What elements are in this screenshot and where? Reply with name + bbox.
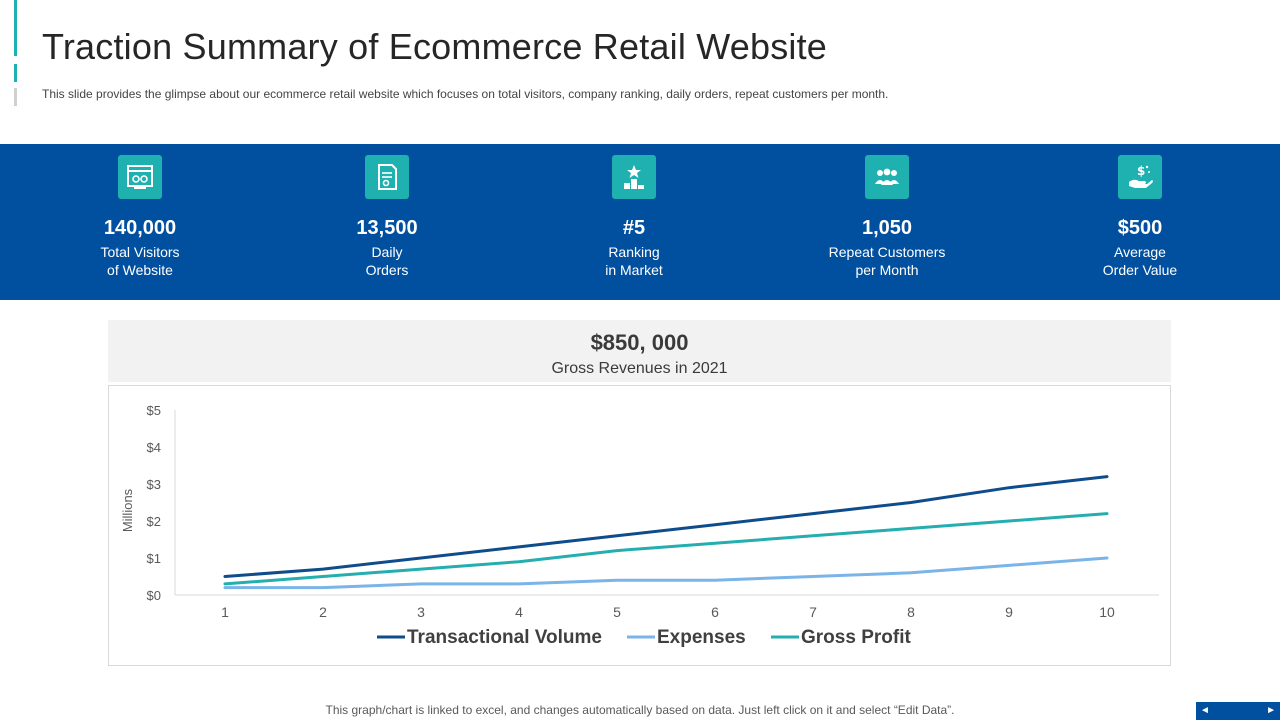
prev-slide-button[interactable]: ◄ xyxy=(1200,705,1210,716)
kpi-daily-orders: 13,500 Daily Orders xyxy=(287,144,487,300)
x-tick-label: 4 xyxy=(515,604,523,620)
y-tick-label: $4 xyxy=(147,440,161,455)
kpi-value: 140,000 xyxy=(103,217,177,239)
kpi-value: #5 xyxy=(622,217,646,239)
kpi-value: 1,050 xyxy=(861,217,913,239)
accent-bar-teal-top xyxy=(14,0,17,56)
x-tick-label: 10 xyxy=(1099,604,1115,620)
series-line-transactional-volume xyxy=(223,475,1109,578)
kpi-value: $500 xyxy=(1117,217,1163,239)
kpi-total-visitors: 140,000 Total Visitors of Website xyxy=(40,144,240,300)
gross-revenue-value: $850, 000 xyxy=(590,330,689,355)
order-receipt-icon xyxy=(365,155,409,199)
gross-revenue-label: Gross Revenues in 2021 xyxy=(551,360,728,377)
kpi-label: Ranking in Market xyxy=(605,244,663,278)
x-tick-label: 8 xyxy=(907,604,915,620)
kpi-label: Repeat Customers per Month xyxy=(828,244,946,278)
line-chart[interactable]: Millions $0 $1 $2 $3 $4 $5 1 2 3 4 5 6 7 8 9 10 Transa… xyxy=(108,385,1171,666)
x-tick-label: 2 xyxy=(319,604,327,620)
series-line-expenses xyxy=(223,556,1109,590)
page-title: Traction Summary of Ecommerce Retail Web… xyxy=(42,26,828,67)
kpi-value: 13,500 xyxy=(356,217,418,239)
y-tick-label: $0 xyxy=(147,588,161,603)
kpi-repeat-customers: 1,050 Repeat Customers per Month xyxy=(787,144,987,300)
legend-item: Gross Profit xyxy=(771,627,911,648)
y-axis-title: Millions xyxy=(120,488,135,532)
x-tick-label: 7 xyxy=(809,604,817,620)
legend-item: Expenses xyxy=(627,627,746,648)
legend-label: Transactional Volume xyxy=(407,627,602,648)
podium-star-icon xyxy=(612,155,656,199)
kpi-band: 140,000 Total Visitors of Website 13,500 … xyxy=(0,144,1280,300)
y-tick-label: $2 xyxy=(147,514,161,529)
gross-revenue-panel: $850, 000 Gross Revenues in 2021 xyxy=(108,320,1171,382)
legend: Transactional Volume Expenses Gross Profit xyxy=(377,627,911,648)
y-tick-label: $5 xyxy=(147,403,161,418)
page-subtitle: This slide provides the glimpse about ou… xyxy=(42,87,889,101)
customers-group-icon xyxy=(865,155,909,199)
series-line-gross-profit xyxy=(223,512,1109,586)
accent-bar-grey xyxy=(14,88,17,106)
x-tick-label: 3 xyxy=(417,604,425,620)
kpi-label: Total Visitors of Website xyxy=(100,244,180,278)
kpi-ranking: #5 Ranking in Market xyxy=(534,144,734,300)
legend-label: Expenses xyxy=(657,627,746,648)
slide-nav: ◄ ► xyxy=(1196,702,1280,720)
legend-label: Gross Profit xyxy=(801,627,911,648)
kpi-label: Daily Orders xyxy=(365,244,409,278)
y-ticks: $0 $1 $2 $3 $4 $5 xyxy=(147,403,161,603)
hand-dollar-icon: $ xyxy=(1118,155,1162,199)
next-slide-button[interactable]: ► xyxy=(1266,705,1276,716)
y-tick-label: $3 xyxy=(147,477,161,492)
website-icon xyxy=(118,155,162,199)
x-tick-label: 1 xyxy=(221,604,229,620)
kpi-label: Average Order Value xyxy=(1102,244,1178,278)
legend-item: Transactional Volume xyxy=(377,627,602,648)
footer-note: This graph/chart is linked to excel, and… xyxy=(325,703,955,717)
svg-text:$: $ xyxy=(1137,164,1145,178)
kpi-average-order-value: $ $500 Average Order Value xyxy=(1040,144,1240,300)
line-chart-svg: Millions $0 $1 $2 $3 $4 $5 1 2 3 4 5 6 7 8 9 10 Transa… xyxy=(120,403,1159,648)
x-tick-label: 9 xyxy=(1005,604,1013,620)
x-ticks: 1 2 3 4 5 6 7 8 9 10 xyxy=(221,604,1115,620)
x-tick-label: 5 xyxy=(613,604,621,620)
accent-bar-teal-mid xyxy=(14,64,17,82)
y-tick-label: $1 xyxy=(147,551,161,566)
series-lines xyxy=(223,475,1109,590)
x-tick-label: 6 xyxy=(711,604,719,620)
